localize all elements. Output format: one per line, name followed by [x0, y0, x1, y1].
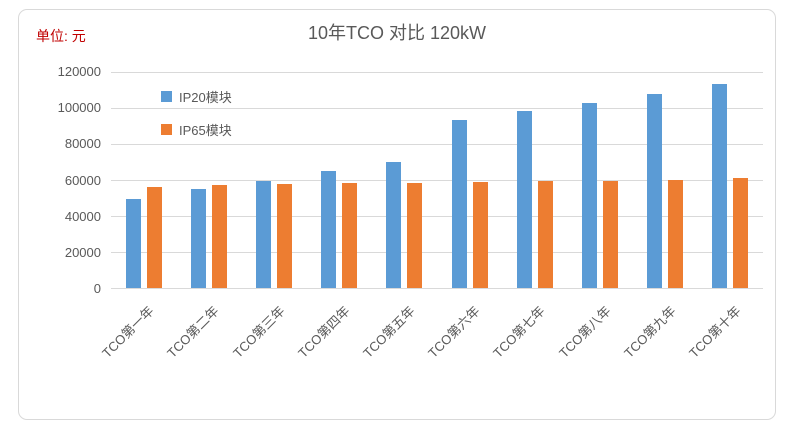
y-tick-label: 40000	[64, 208, 101, 224]
legend-label: IP65模块	[179, 122, 232, 138]
chart-title: 10年TCO 对比 120kW	[307, 23, 487, 43]
gridline	[111, 71, 763, 73]
y-tick-label: 120000	[57, 64, 101, 79]
x-tick-label: TCO第三年	[229, 303, 288, 361]
y-tick-label: 0	[93, 281, 101, 296]
gridline	[111, 252, 763, 254]
gridline	[111, 107, 763, 109]
bar-IP65模块-TCO第七年	[538, 181, 553, 288]
legend-item-IP20模块: IP20模块	[161, 86, 232, 106]
legend-label: IP20模块	[179, 89, 232, 105]
legend-swatch-icon	[161, 123, 172, 135]
bar-IP65模块-TCO第四年	[342, 183, 357, 288]
x-tick-label: TCO第六年	[425, 303, 483, 361]
x-tick-label: TCO第四年	[294, 303, 353, 361]
x-tick-label: TCO第八年	[555, 303, 614, 361]
bar-IP20模块-TCO第九年	[647, 93, 662, 288]
bar-IP65模块-TCO第一年	[147, 186, 162, 288]
legend: IP20模块 IP65模块	[161, 86, 232, 152]
y-tick-label: 60000	[64, 172, 101, 188]
bar-IP20模块-TCO第一年	[126, 198, 141, 288]
bar-IP65模块-TCO第五年	[407, 182, 422, 288]
x-tick-label: TCO第二年	[164, 303, 223, 361]
y-tick-label: 100000	[57, 100, 101, 116]
x-tick-label: TCO第九年	[620, 303, 679, 361]
bar-IP20模块-TCO第八年	[582, 102, 597, 288]
y-tick-label: 80000	[64, 136, 101, 152]
x-tick-label: TCO第一年	[99, 303, 157, 361]
bar-IP20模块-TCO第三年	[256, 181, 271, 288]
gridline	[111, 143, 763, 145]
bar-IP65模块-TCO第六年	[473, 181, 488, 288]
legend-item-IP65模块: IP65模块	[161, 119, 232, 139]
y-tick-label: 20000	[64, 244, 101, 260]
bar-IP20模块-TCO第六年	[452, 119, 467, 288]
bar-IP65模块-TCO第三年	[277, 184, 292, 288]
bar-IP20模块-TCO第五年	[386, 162, 401, 288]
x-tick-label: TCO第五年	[360, 303, 418, 361]
bar-IP65模块-TCO第九年	[668, 179, 683, 288]
unit-label: 单位: 元	[36, 28, 86, 44]
bar-IP20模块-TCO第七年	[517, 110, 532, 288]
legend-swatch-icon	[161, 90, 172, 102]
x-tick-label: TCO第十年	[686, 303, 744, 361]
bar-IP65模块-TCO第二年	[212, 185, 227, 288]
x-tick-label: TCO第七年	[490, 303, 549, 361]
bar-IP20模块-TCO第十年	[712, 83, 727, 288]
bar-IP20模块-TCO第二年	[191, 189, 206, 288]
bar-IP65模块-TCO第八年	[603, 180, 618, 288]
plot-area: 0 20000 40000 60000 80000 100000 120000 TCO第一年 T…	[58, 64, 763, 361]
gridline	[111, 216, 763, 218]
x-axis-line	[111, 288, 763, 289]
bar-IP20模块-TCO第四年	[321, 171, 336, 288]
bar-IP65模块-TCO第十年	[733, 177, 748, 288]
gridline	[111, 180, 763, 181]
chart-frame: 单位: 元 10年TCO 对比 120kW 0 20000 40000 60000 80…	[18, 9, 776, 420]
